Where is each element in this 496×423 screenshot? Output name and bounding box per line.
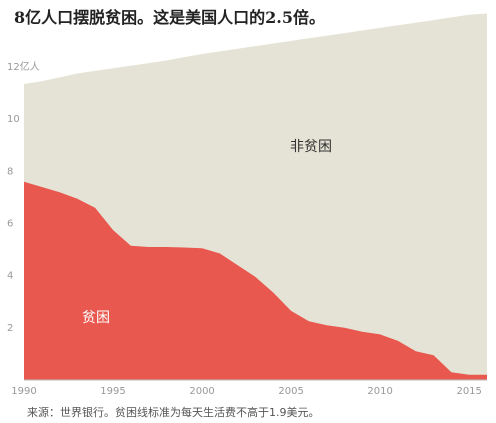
x-tick-label: 2000 [189,386,214,397]
x-tick-label: 1995 [100,386,125,397]
y-tick-label: 4 [7,271,13,282]
y-tick-label: 12亿人 [7,60,40,73]
x-tick-label: 2005 [278,386,303,397]
non-poverty-label: 非贫困 [290,139,332,155]
x-tick-label: 2015 [456,386,481,397]
poverty-label: 贫困 [82,310,110,326]
x-axis: 1990 1995 2000 2005 2010 2015 [11,386,482,397]
poverty-area [24,181,487,380]
y-axis: 2 4 6 8 10 12亿人 [7,60,40,334]
x-tick-label: 2010 [367,386,392,397]
chart-title: 8亿人口摆脱贫困。这是美国人口的2.5倍。 [14,8,325,27]
y-tick-label: 8 [7,166,13,177]
y-tick-label: 6 [7,219,13,230]
y-tick-label: 10 [7,114,20,125]
source-note: 来源：世界银行。贫困线标准为每天生活费不高于1.9美元。 [27,406,320,419]
plot-area [24,13,487,381]
y-tick-label: 2 [7,323,13,334]
x-tick-label: 1990 [11,386,36,397]
